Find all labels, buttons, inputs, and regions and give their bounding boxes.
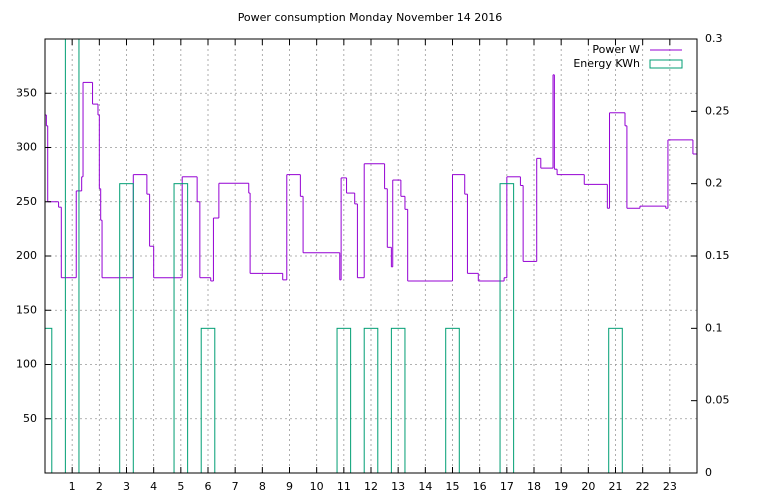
x-tick-label: 5	[177, 480, 184, 493]
x-tick-label: 15	[446, 480, 460, 493]
energy-box	[445, 327, 460, 473]
x-tick-label: 14	[418, 480, 432, 493]
chart-title: Power consumption Monday November 14 201…	[238, 11, 503, 24]
y-tick-label: 200	[16, 249, 37, 262]
x-tick-label: 2	[96, 480, 103, 493]
x-tick-label: 18	[527, 480, 541, 493]
energy-box	[200, 327, 216, 473]
y-tick-label: 300	[16, 141, 37, 154]
y-tick-label: 100	[16, 358, 37, 371]
x-tick-label: 17	[500, 480, 514, 493]
energy-box	[64, 39, 80, 473]
y2-tick-label: 0.2	[705, 177, 723, 190]
energy-box	[336, 327, 352, 473]
legend-label: Power W	[592, 43, 640, 56]
x-tick-label: 23	[663, 480, 677, 493]
x-tick-label: 12	[364, 480, 378, 493]
x-tick-label: 8	[259, 480, 266, 493]
y2-tick-label: 0.25	[705, 104, 730, 117]
plot-area	[45, 39, 697, 473]
x-tick-label: 11	[337, 480, 351, 493]
x-tick-label: 9	[286, 480, 293, 493]
x-tick-label: 7	[232, 480, 239, 493]
energy-box	[499, 183, 515, 473]
x-tick-label: 21	[609, 480, 623, 493]
axes: 1 2 3 4 5 6 7 8 9 10 11 12 13 14 15 16 17 18 19 20 21 22 23501…	[16, 32, 730, 493]
x-tick-label: 20	[581, 480, 595, 493]
y2-tick-label: 0	[705, 466, 712, 479]
x-tick-label: 1	[69, 480, 76, 493]
x-tick-label: 16	[473, 480, 487, 493]
x-tick-label: 22	[636, 480, 650, 493]
grid	[45, 39, 697, 473]
y2-tick-label: 0.05	[705, 394, 730, 407]
x-tick-label: 3	[123, 480, 130, 493]
y-tick-label: 250	[16, 195, 37, 208]
x-tick-label: 6	[205, 480, 212, 493]
energy-box	[363, 327, 379, 473]
y2-tick-label: 0.1	[705, 321, 723, 334]
y2-tick-label: 0.3	[705, 32, 723, 45]
x-tick-label: 19	[554, 480, 568, 493]
x-tick-label: 13	[391, 480, 405, 493]
x-tick-label: 10	[310, 480, 324, 493]
energy-box	[390, 327, 406, 473]
legend-swatch	[649, 59, 683, 69]
x-tick-label: 4	[150, 480, 157, 493]
y-tick-label: 50	[23, 412, 37, 425]
y-tick-label: 350	[16, 86, 37, 99]
y-tick-label: 150	[16, 303, 37, 316]
energy-box	[45, 327, 53, 473]
energy-box	[119, 183, 134, 473]
energy-box	[173, 183, 189, 473]
y2-tick-label: 0.15	[705, 249, 730, 262]
legend-label: Energy KWh	[573, 57, 640, 70]
energy-box	[608, 327, 623, 473]
